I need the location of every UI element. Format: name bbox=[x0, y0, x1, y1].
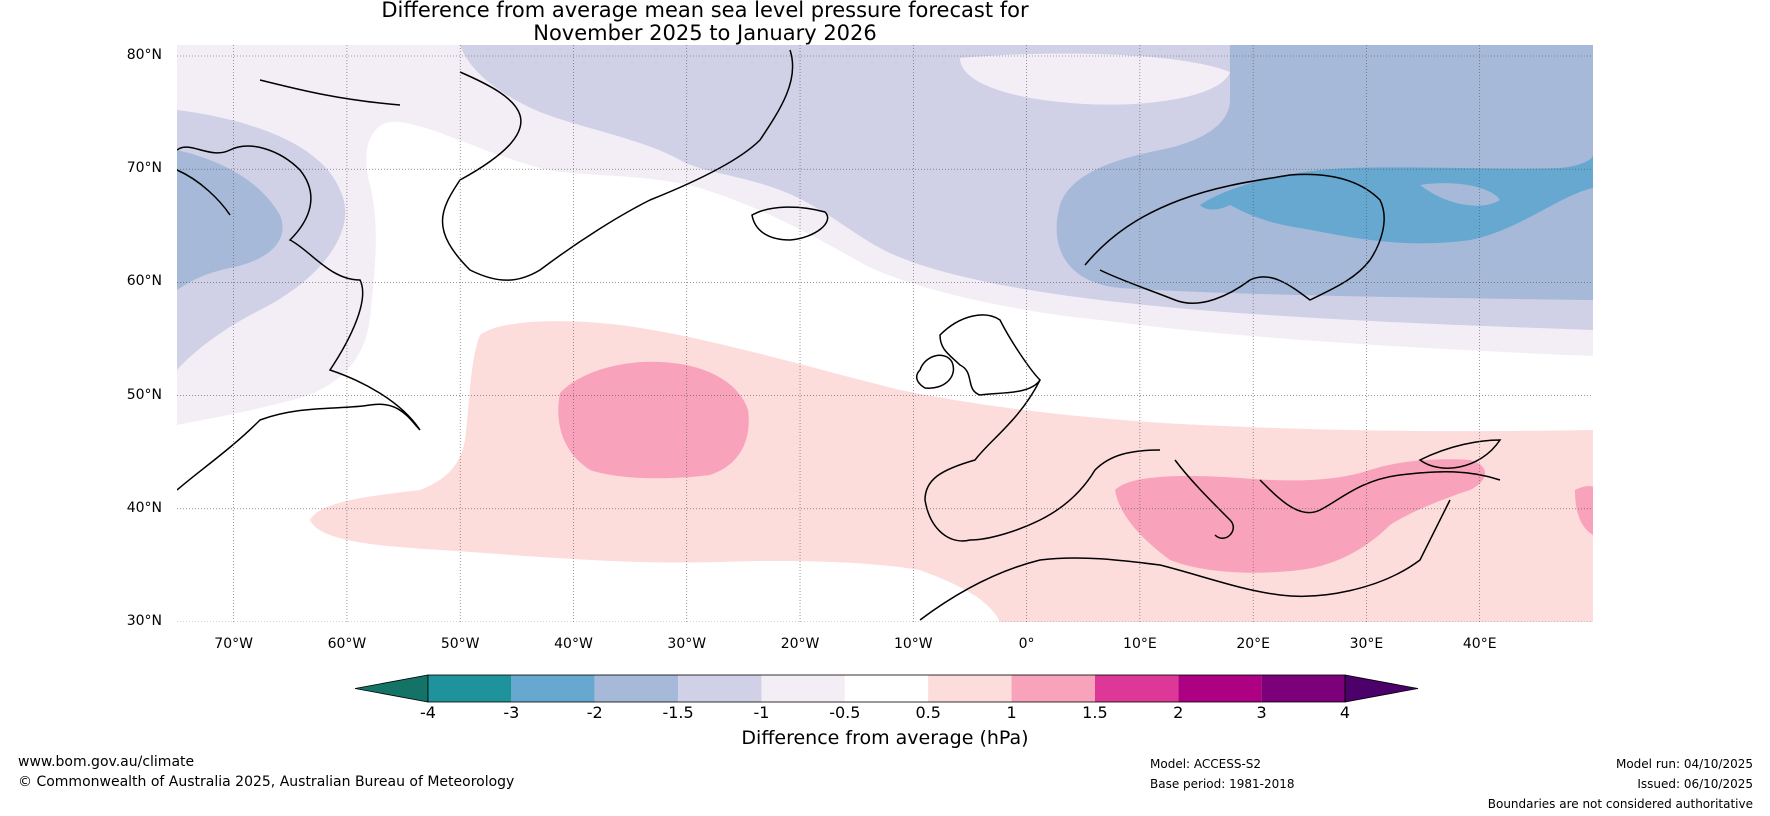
coast-ireland bbox=[915, 354, 955, 389]
colorbar-tick-neg4: -4 bbox=[420, 703, 436, 722]
coastlines bbox=[177, 49, 1502, 621]
map-area bbox=[177, 45, 1593, 622]
colorbar-extend-high bbox=[1344, 674, 1419, 703]
colorbar-tick-neg1-5: -1.5 bbox=[662, 703, 694, 722]
map-title-line-2: November 2025 to January 2026 bbox=[533, 21, 877, 45]
lat-label-30n: 30°N bbox=[126, 613, 162, 629]
lat-label-50n: 50°N bbox=[126, 386, 162, 403]
colorbar-swatch bbox=[928, 675, 1012, 702]
coast-north-africa bbox=[919, 499, 1451, 621]
anomaly-region-pos1-east bbox=[1575, 486, 1593, 535]
lon-label-20e: 20°E bbox=[1236, 636, 1270, 652]
anomaly-region-neg2-scandinavia bbox=[1200, 155, 1593, 244]
colorbar-swatch bbox=[511, 675, 595, 702]
lat-label-80n: 80°N bbox=[126, 47, 162, 63]
lon-label-70w: 70°W bbox=[214, 636, 253, 652]
colorbar-tick-neg1: -1 bbox=[753, 703, 770, 722]
colorbar-extend-low bbox=[354, 674, 429, 703]
lon-label-30w: 30°W bbox=[667, 636, 707, 652]
colorbar-swatch bbox=[761, 675, 845, 702]
lat-label-60n: 60°N bbox=[126, 273, 162, 290]
coast-europe-west bbox=[924, 379, 1161, 542]
latitude-gridlines bbox=[177, 55, 1593, 622]
colorbar-swatch bbox=[844, 675, 929, 702]
colorbar-swatch bbox=[1261, 675, 1345, 702]
longitude-gridlines bbox=[233, 45, 1481, 622]
lon-label-60w: 60°W bbox=[327, 636, 367, 652]
colorbar-tick-pos0-5: 0.5 bbox=[915, 703, 941, 722]
coast-iceland bbox=[751, 206, 829, 241]
anomaly-region-neg05-island bbox=[960, 53, 1230, 105]
lon-label-40e: 40°E bbox=[1462, 636, 1497, 652]
lat-label-40n: 40°N bbox=[126, 499, 162, 516]
lon-label-20w: 20°W bbox=[780, 636, 820, 652]
coast-north-america bbox=[177, 145, 421, 491]
map-title-line-1: Difference from average mean sea level p… bbox=[381, 0, 1029, 22]
website-text: www.bom.gov.au/climate bbox=[18, 754, 195, 770]
model-text: Model: ACCESS-S2 bbox=[1150, 757, 1262, 771]
colorbar-tick-pos1: 1 bbox=[1006, 703, 1017, 722]
colorbar-tick-pos3: 3 bbox=[1256, 703, 1267, 722]
colorbar-tick-pos4: 4 bbox=[1339, 703, 1351, 722]
lat-label-70n: 70°N bbox=[126, 160, 162, 177]
colorbar bbox=[354, 674, 1419, 703]
colorbar-swatch bbox=[1178, 675, 1262, 702]
colorbar-tick-pos2: 2 bbox=[1173, 703, 1184, 722]
coast-italy bbox=[1174, 459, 1235, 540]
lon-label-10w: 10°W bbox=[893, 636, 933, 652]
colorbar-tick-pos1-5: 1.5 bbox=[1082, 703, 1108, 722]
lon-label-30e: 30°E bbox=[1349, 636, 1384, 652]
colorbar-title: Difference from average (hPa) bbox=[741, 727, 1029, 749]
issued-text: Issued: 06/10/2025 bbox=[1637, 777, 1753, 791]
lon-label-10e: 10°E bbox=[1123, 636, 1157, 652]
anomaly-region-neg15-west bbox=[177, 150, 283, 290]
lon-label-0: 0° bbox=[1018, 636, 1035, 652]
coast-greenland bbox=[441, 49, 794, 281]
lon-label-50w: 50°W bbox=[440, 636, 480, 652]
anomaly-region-pos1-mediterranean bbox=[1115, 459, 1485, 573]
anomaly-region-neg1-baltic-gap bbox=[1420, 183, 1500, 206]
colorbar-swatch bbox=[1011, 675, 1095, 702]
coast-britain bbox=[939, 314, 1041, 396]
colorbar-frame bbox=[427, 674, 1346, 703]
coast-black-sea bbox=[1418, 439, 1502, 469]
colorbar-tick-neg0-5: -0.5 bbox=[829, 703, 861, 722]
disclaimer-text: Boundaries are not considered authoritat… bbox=[1487, 797, 1753, 811]
lon-label-40w: 40°W bbox=[554, 636, 593, 652]
colorbar-swatch bbox=[678, 675, 762, 702]
coast-scandinavia bbox=[1084, 173, 1385, 304]
coast-canadian-archipelago bbox=[177, 79, 401, 216]
colorbar-tick-neg3: -3 bbox=[503, 703, 520, 722]
coast-greece-turkey bbox=[1259, 471, 1501, 514]
base-period-text: Base period: 1981-2018 bbox=[1150, 777, 1295, 791]
colorbar-swatch bbox=[594, 675, 679, 702]
colorbar-swatch bbox=[428, 675, 512, 702]
model-run-text: Model run: 04/10/2025 bbox=[1615, 757, 1753, 771]
copyright-text: © Commonwealth of Australia 2025, Austra… bbox=[18, 774, 515, 790]
colorbar-tick-neg2: -2 bbox=[586, 703, 603, 722]
colorbar-swatch bbox=[1094, 675, 1179, 702]
anomaly-region-pos1-midatlantic bbox=[558, 361, 749, 479]
